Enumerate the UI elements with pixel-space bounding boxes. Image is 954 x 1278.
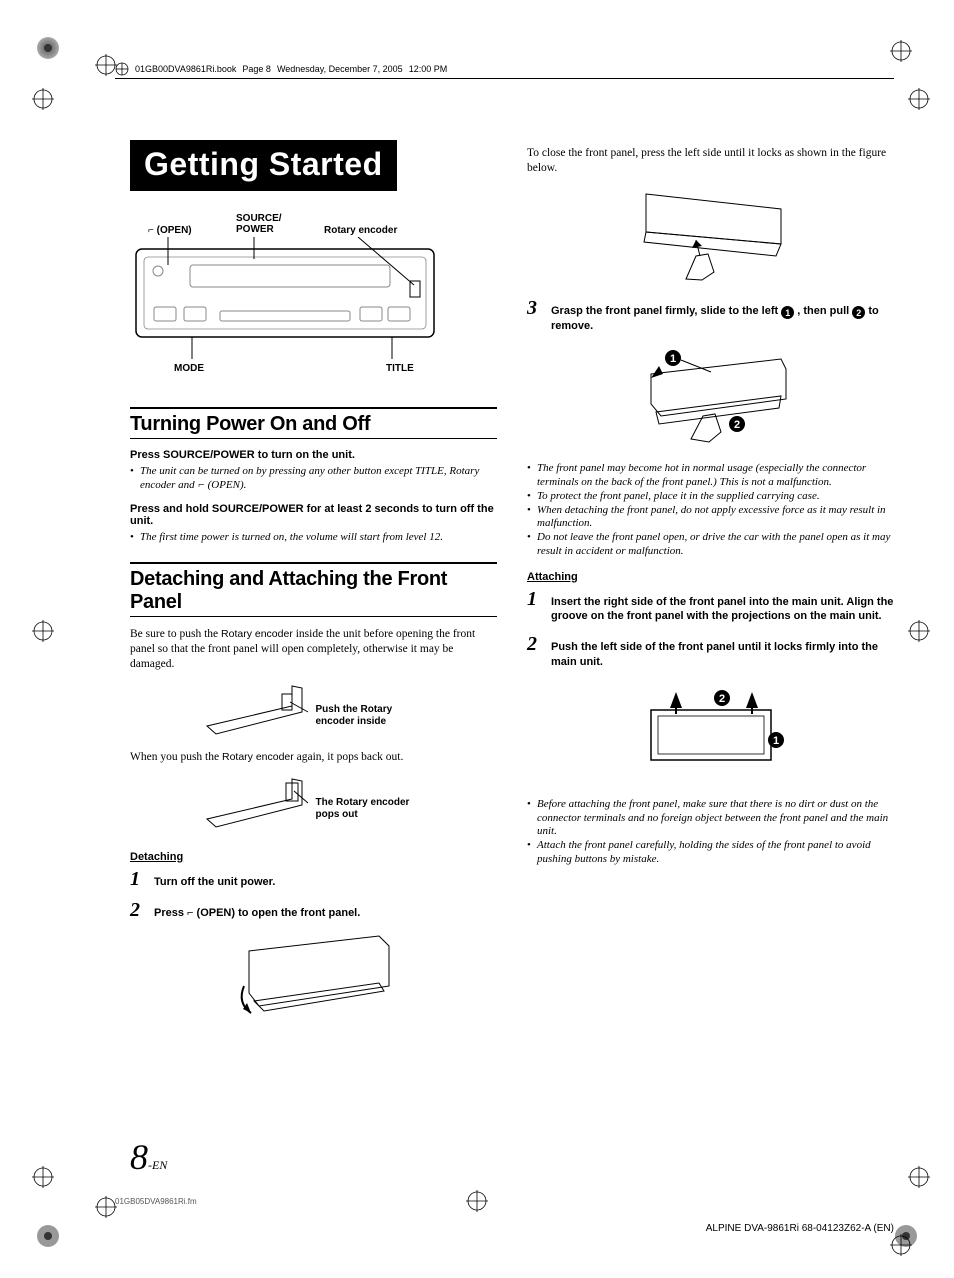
detach-step-3: 3 Grasp the front panel firmly, slide to… (527, 298, 894, 334)
note-item: Attach the front panel carefully, holdin… (527, 839, 894, 867)
label-source-power: SOURCE/ POWER (236, 213, 282, 235)
instruction-power-on: Press SOURCE/POWER to turn on the unit. (130, 449, 497, 461)
label-title: TITLE (386, 363, 414, 374)
detach-notes: The front panel may become hot in normal… (527, 462, 894, 558)
attach-panel-illustration: 2 1 (626, 680, 796, 790)
label-open: ⌐ (OPEN) (148, 225, 192, 236)
attach-step-2: 2 Push the left side of the front panel … (527, 634, 894, 670)
svg-text:2: 2 (718, 693, 724, 705)
instruction-power-off: Press and hold SOURCE/POWER for at least… (130, 503, 497, 527)
note-power-off: The first time power is turned on, the v… (130, 531, 497, 545)
note-item: To protect the front panel, place it in … (527, 490, 894, 504)
left-column: Getting Started ⌐ (OPEN) SOURCE/ POWER R… (130, 140, 497, 1039)
remove-panel-illustration: 1 2 (621, 344, 801, 454)
figure-close-panel (527, 184, 894, 284)
device-diagram: ⌐ (OPEN) SOURCE/ POWER Rotary encoder (130, 207, 497, 377)
detach-intro: Be sure to push the Rotary encoder insid… (130, 627, 497, 672)
figure-remove-panel: 1 2 (527, 344, 894, 454)
section-title-power: Turning Power On and Off (130, 409, 497, 439)
detach-mid: When you push the Rotary encoder again, … (130, 750, 497, 765)
note-item: The first time power is turned on, the v… (130, 531, 497, 545)
figure-attach-panel: 2 1 (527, 680, 894, 790)
attach-notes: Before attaching the front panel, make s… (527, 798, 894, 867)
attach-step-1: 1 Insert the right side of the front pan… (527, 589, 894, 625)
footer-doc-id: ALPINE DVA-9861Ri 68-04123Z62-A (EN) (706, 1223, 894, 1234)
svg-text:2: 2 (733, 419, 739, 431)
note-item: Do not leave the front panel open, or dr… (527, 531, 894, 559)
close-panel-text: To close the front panel, press the left… (527, 146, 894, 176)
svg-text:1: 1 (669, 353, 675, 365)
right-column: To close the front panel, press the left… (527, 140, 894, 1039)
figure-push-in: Push the Rotary encoder inside (130, 676, 497, 746)
caption-push: Push the Rotary encoder inside (316, 676, 426, 746)
footer-filename: 01GB05DVA9861Ri.fm (115, 1197, 197, 1206)
figure-pop-out: The Rotary encoder pops out (130, 769, 497, 839)
subhead-attaching: Attaching (527, 571, 894, 583)
detach-step-1: 1 Turn off the unit power. (130, 869, 497, 890)
detach-step-2: 2 Press ⌐ (OPEN) to open the front panel… (130, 900, 497, 921)
section-title-detach: Detaching and Attaching the Front Panel (130, 564, 497, 617)
open-panel-illustration (229, 931, 399, 1031)
label-mode: MODE (174, 363, 204, 374)
chapter-title: Getting Started (130, 140, 397, 191)
label-rotary: Rotary encoder (324, 225, 397, 236)
svg-text:1: 1 (772, 735, 778, 747)
note-item: The front panel may become hot in normal… (527, 462, 894, 490)
note-power-on: The unit can be turned on by pressing an… (130, 465, 497, 493)
subhead-detaching: Detaching (130, 851, 497, 863)
note-item: Before attaching the front panel, make s… (527, 798, 894, 839)
head-unit-illustration (130, 237, 440, 367)
close-panel-illustration (626, 184, 796, 284)
note-item: The unit can be turned on by pressing an… (130, 465, 497, 493)
figure-open-panel (130, 931, 497, 1031)
encoder-push-illustration (202, 676, 312, 746)
note-item: When detaching the front panel, do not a… (527, 504, 894, 532)
caption-pop: The Rotary encoder pops out (316, 769, 426, 839)
encoder-pop-illustration (202, 769, 312, 839)
page-number: 8-EN (130, 1136, 167, 1178)
